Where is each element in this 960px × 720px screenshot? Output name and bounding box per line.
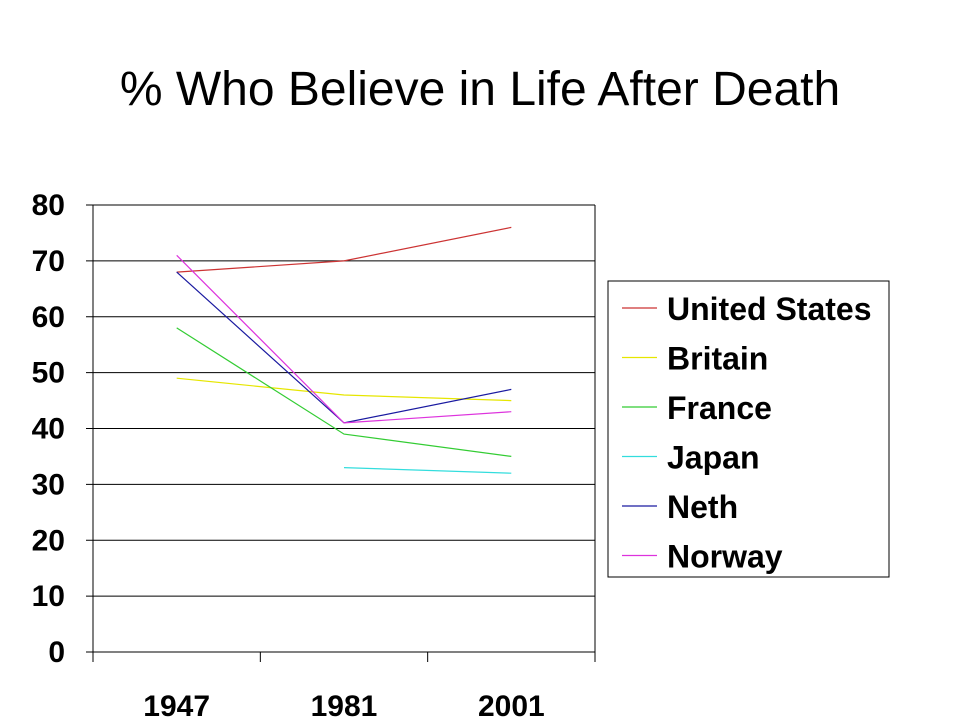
y-tick-label: 80 bbox=[32, 189, 65, 222]
y-tick-label: 70 bbox=[32, 245, 65, 278]
chart-title: % Who Believe in Life After Death bbox=[119, 63, 841, 116]
x-tick-label: 1947 bbox=[143, 690, 210, 720]
series-line-britain bbox=[176, 377, 512, 402]
legend-label: France bbox=[667, 390, 772, 426]
legend-box bbox=[607, 280, 890, 578]
y-tick-label: 40 bbox=[32, 413, 65, 446]
series-line-norway bbox=[176, 254, 512, 424]
x-tick-label: 2001 bbox=[478, 690, 545, 720]
y-tick-label: 50 bbox=[32, 357, 65, 390]
legend-label: United States bbox=[667, 291, 871, 327]
y-tick-label: 20 bbox=[32, 524, 65, 557]
legend-label: Neth bbox=[667, 489, 738, 525]
legend-label: Britain bbox=[667, 341, 768, 377]
series-line-france bbox=[176, 327, 512, 457]
series-line-neth bbox=[176, 271, 512, 424]
y-tick-labels: 0 10 20 30 40 50 60 70 80 bbox=[32, 189, 65, 669]
legend-label: Japan bbox=[667, 440, 759, 476]
legend: United States Britain France Japan Neth Norwa… bbox=[607, 280, 890, 578]
y-tick-label: 60 bbox=[32, 301, 65, 334]
series-line-united-states bbox=[176, 226, 512, 273]
legend-label: Norway bbox=[667, 539, 783, 575]
x-tick-label: 1981 bbox=[311, 690, 378, 720]
gridlines bbox=[93, 204, 595, 653]
y-tick-label: 10 bbox=[32, 580, 65, 613]
axes bbox=[86, 204, 596, 662]
series-line-japan bbox=[343, 467, 512, 474]
y-tick-label: 0 bbox=[48, 636, 65, 669]
series-lines bbox=[176, 226, 512, 474]
x-tick-labels: 1947 1981 2001 bbox=[143, 690, 544, 720]
y-tick-label: 30 bbox=[32, 468, 65, 501]
